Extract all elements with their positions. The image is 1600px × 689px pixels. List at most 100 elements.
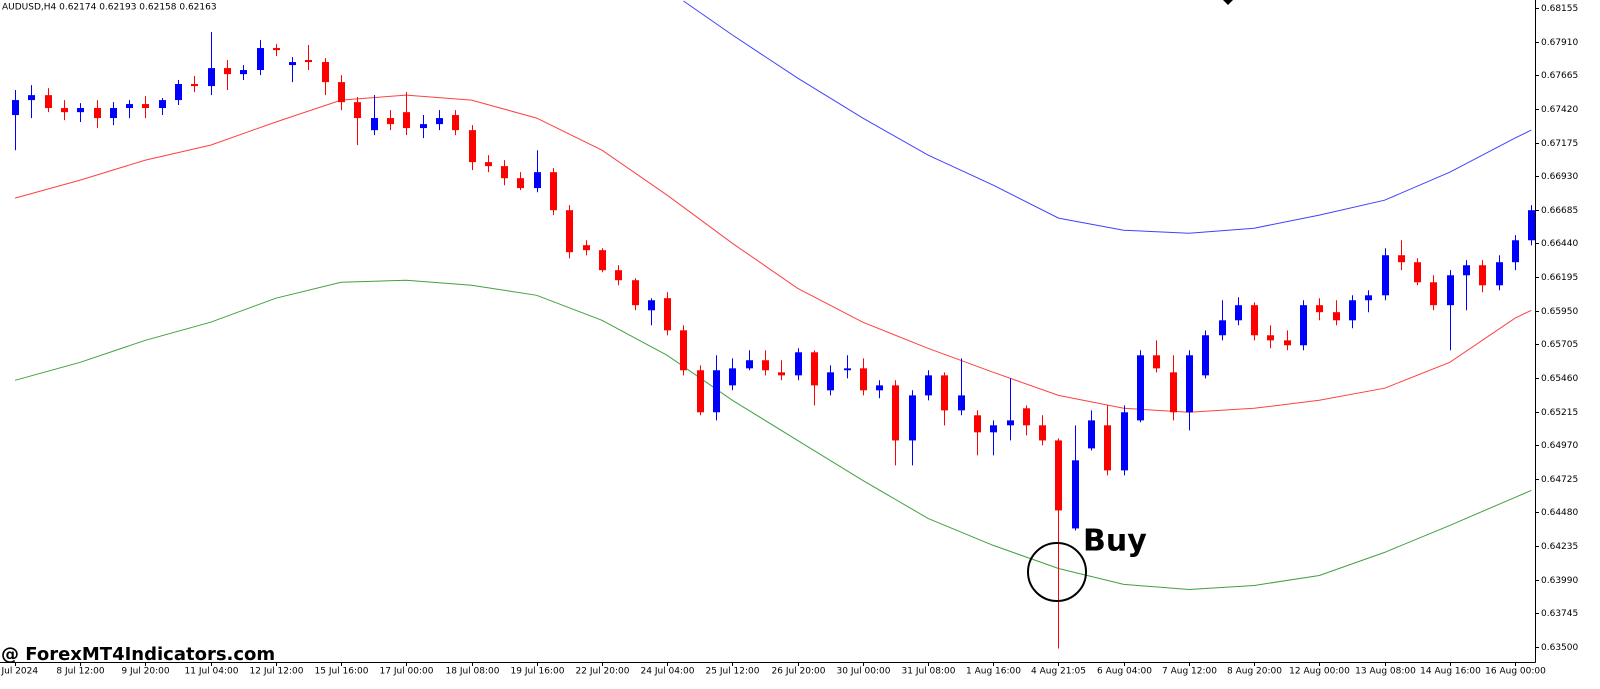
candle-body bbox=[452, 115, 459, 131]
y-tick-label: 0.65950 bbox=[1541, 307, 1578, 317]
candle-body bbox=[1039, 425, 1046, 441]
y-tick-label: 0.67175 bbox=[1541, 139, 1578, 149]
candle-body bbox=[762, 360, 769, 371]
candle-body bbox=[1235, 305, 1242, 321]
x-tick-label: 11 Jul 04:00 bbox=[185, 667, 239, 677]
x-tick-label: 7 Aug 12:00 bbox=[1162, 667, 1217, 677]
candle-body bbox=[61, 108, 68, 113]
candle-body bbox=[371, 118, 378, 131]
y-tick-label: 0.64480 bbox=[1541, 508, 1578, 518]
candle-body bbox=[1023, 408, 1030, 426]
y-tick-label: 0.63745 bbox=[1541, 609, 1578, 619]
x-tick-label: 9 Jul 20:00 bbox=[121, 667, 170, 677]
candle-body bbox=[1153, 355, 1160, 369]
candle-body bbox=[729, 368, 736, 386]
candle-body bbox=[208, 68, 215, 87]
candle-body bbox=[1349, 300, 1356, 321]
y-tick-label: 0.67420 bbox=[1541, 105, 1578, 115]
candle-body bbox=[648, 300, 655, 311]
candle-body bbox=[1202, 335, 1209, 376]
y-tick-label: 0.66930 bbox=[1541, 172, 1578, 182]
x-tick-label: 14 Aug 16:00 bbox=[1420, 667, 1481, 677]
candle-body bbox=[876, 385, 883, 391]
x-tick-label: 8 Aug 20:00 bbox=[1227, 667, 1282, 677]
candle-body bbox=[550, 172, 557, 211]
candle-body bbox=[1137, 355, 1144, 421]
candle-body bbox=[224, 68, 231, 75]
y-tick-label: 0.65460 bbox=[1541, 374, 1578, 384]
candle-body bbox=[322, 62, 329, 83]
candle-body bbox=[1219, 320, 1226, 336]
candle-body bbox=[1382, 255, 1389, 296]
candle-body bbox=[1186, 355, 1193, 413]
candle-body bbox=[159, 100, 166, 109]
candle-body bbox=[1463, 265, 1470, 276]
candle-body bbox=[257, 48, 264, 71]
candle-body bbox=[240, 70, 247, 75]
candle-body bbox=[436, 118, 443, 125]
x-tick-label: 31 Jul 08:00 bbox=[902, 667, 956, 677]
candle-body bbox=[1316, 305, 1323, 313]
y-tick-label: 0.63990 bbox=[1541, 576, 1578, 586]
candle-body bbox=[827, 372, 834, 391]
x-tick-label: 5 Jul 2024 bbox=[0, 667, 38, 677]
y-tick-label: 0.67910 bbox=[1541, 38, 1578, 48]
candle-body bbox=[1512, 240, 1519, 263]
candle-body bbox=[1088, 420, 1095, 449]
candle-body bbox=[273, 48, 280, 51]
candle-body bbox=[909, 395, 916, 441]
candle-body bbox=[680, 330, 687, 371]
indicator-line bbox=[683, 0, 1532, 234]
candle-body bbox=[1072, 460, 1079, 529]
candle-body bbox=[1055, 440, 1062, 511]
candle-body bbox=[941, 375, 948, 411]
x-tick-label: 30 Jul 00:00 bbox=[837, 667, 891, 677]
x-tick-label: 24 Jul 04:00 bbox=[641, 667, 695, 677]
candle-body bbox=[844, 368, 851, 371]
candle-body bbox=[1300, 305, 1307, 346]
candle-body bbox=[1267, 335, 1274, 341]
candle-body bbox=[990, 425, 997, 433]
y-tick-label: 0.66685 bbox=[1541, 206, 1578, 216]
x-tick-label: 13 Aug 08:00 bbox=[1355, 667, 1416, 677]
x-tick-label: 16 Aug 00:00 bbox=[1485, 667, 1546, 677]
candle-body bbox=[583, 245, 590, 251]
candle-body bbox=[974, 415, 981, 433]
y-tick-label: 0.65705 bbox=[1541, 340, 1578, 350]
annotation: Buy bbox=[1083, 524, 1147, 559]
candle-body bbox=[469, 130, 476, 163]
x-tick-label: 1 Aug 16:00 bbox=[966, 667, 1021, 677]
x-tick-label: 18 Jul 08:00 bbox=[446, 667, 500, 677]
y-tick-label: 0.68155 bbox=[1541, 4, 1578, 14]
y-tick-label: 0.67665 bbox=[1541, 71, 1578, 81]
x-tick-label: 6 Aug 04:00 bbox=[1097, 667, 1152, 677]
candle-body bbox=[485, 162, 492, 167]
candle-body bbox=[387, 118, 394, 125]
candle-body bbox=[925, 375, 932, 396]
candle-body bbox=[175, 84, 182, 101]
candle-body bbox=[795, 352, 802, 376]
candle-body bbox=[126, 104, 133, 109]
y-tick-label: 0.66195 bbox=[1541, 273, 1578, 283]
candle-body bbox=[28, 95, 35, 101]
plot-area bbox=[12, 0, 1535, 649]
x-tick-label: 15 Jul 16:00 bbox=[315, 667, 369, 677]
signal-circle bbox=[1027, 542, 1087, 602]
candle-body bbox=[12, 100, 19, 116]
candle-body bbox=[860, 368, 867, 391]
candle-body bbox=[615, 270, 622, 281]
candle-body bbox=[664, 298, 671, 331]
candle-body bbox=[45, 95, 52, 109]
chart-title: AUDUSD,H4 0.62174 0.62193 0.62158 0.6216… bbox=[2, 3, 217, 13]
header-background bbox=[0, 0, 250, 13]
candle-body bbox=[289, 62, 296, 66]
watermark: @ ForexMT4Indicators.com bbox=[1, 644, 275, 665]
candle-body bbox=[305, 59, 312, 63]
y-tick-label: 0.64235 bbox=[1541, 542, 1578, 552]
x-tick-label: 12 Aug 00:00 bbox=[1289, 667, 1350, 677]
candle-body bbox=[77, 108, 84, 113]
candle-body bbox=[599, 250, 606, 271]
x-tick-label: 17 Jul 00:00 bbox=[380, 667, 434, 677]
candle-body bbox=[420, 124, 427, 129]
y-tick-label: 0.65215 bbox=[1541, 408, 1578, 418]
